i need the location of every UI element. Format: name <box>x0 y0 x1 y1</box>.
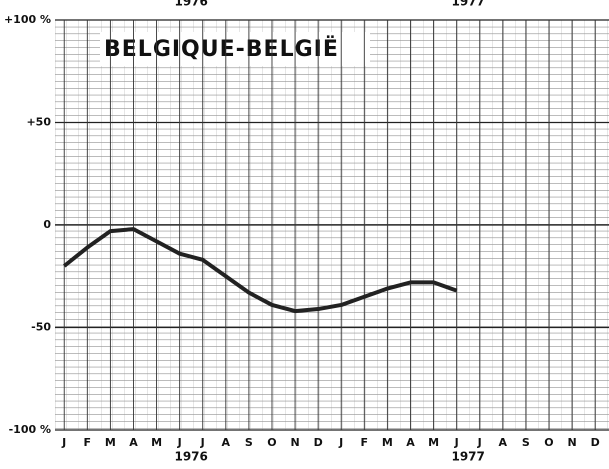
x-tick-label: N <box>567 436 576 449</box>
y-tick-label: 0 <box>43 218 51 231</box>
x-tick-label: O <box>267 436 276 449</box>
y-tick-label: -50 <box>31 321 51 334</box>
x-tick-label: N <box>290 436 299 449</box>
year-label: 1976 <box>174 450 207 464</box>
chart-title: BELGIQUE-BELGIË <box>104 36 339 62</box>
x-tick-label: D <box>591 436 600 449</box>
y-tick-label: +100 % <box>4 13 51 26</box>
x-tick-label: J <box>454 436 459 449</box>
x-tick-label: F <box>361 436 369 449</box>
x-tick-label: M <box>382 436 393 449</box>
x-tick-label: J <box>61 436 66 449</box>
year-label: 1977 <box>451 450 484 464</box>
title-backdrop <box>100 32 370 66</box>
x-tick-label: J <box>477 436 482 449</box>
x-tick-label: M <box>428 436 439 449</box>
x-tick-label: S <box>245 436 253 449</box>
x-tick-label: A <box>406 436 415 449</box>
y-tick-label: +50 <box>26 116 51 129</box>
data-line <box>62 227 458 314</box>
x-tick-label: A <box>222 436 231 449</box>
x-tick-label: M <box>151 436 162 449</box>
x-tick-label: F <box>84 436 92 449</box>
x-tick-label: O <box>544 436 553 449</box>
year-label-top: 1977 <box>451 0 484 9</box>
x-tick-label: D <box>314 436 323 449</box>
year-label-top: 1976 <box>174 0 207 9</box>
x-tick-label: S <box>522 436 530 449</box>
x-tick-label: A <box>129 436 138 449</box>
x-tick-label: J <box>177 436 182 449</box>
x-tick-label: J <box>200 436 205 449</box>
x-tick-label: J <box>338 436 343 449</box>
x-tick-label: M <box>105 436 116 449</box>
y-tick-label: -100 % <box>9 423 51 436</box>
x-tick-label: A <box>499 436 508 449</box>
